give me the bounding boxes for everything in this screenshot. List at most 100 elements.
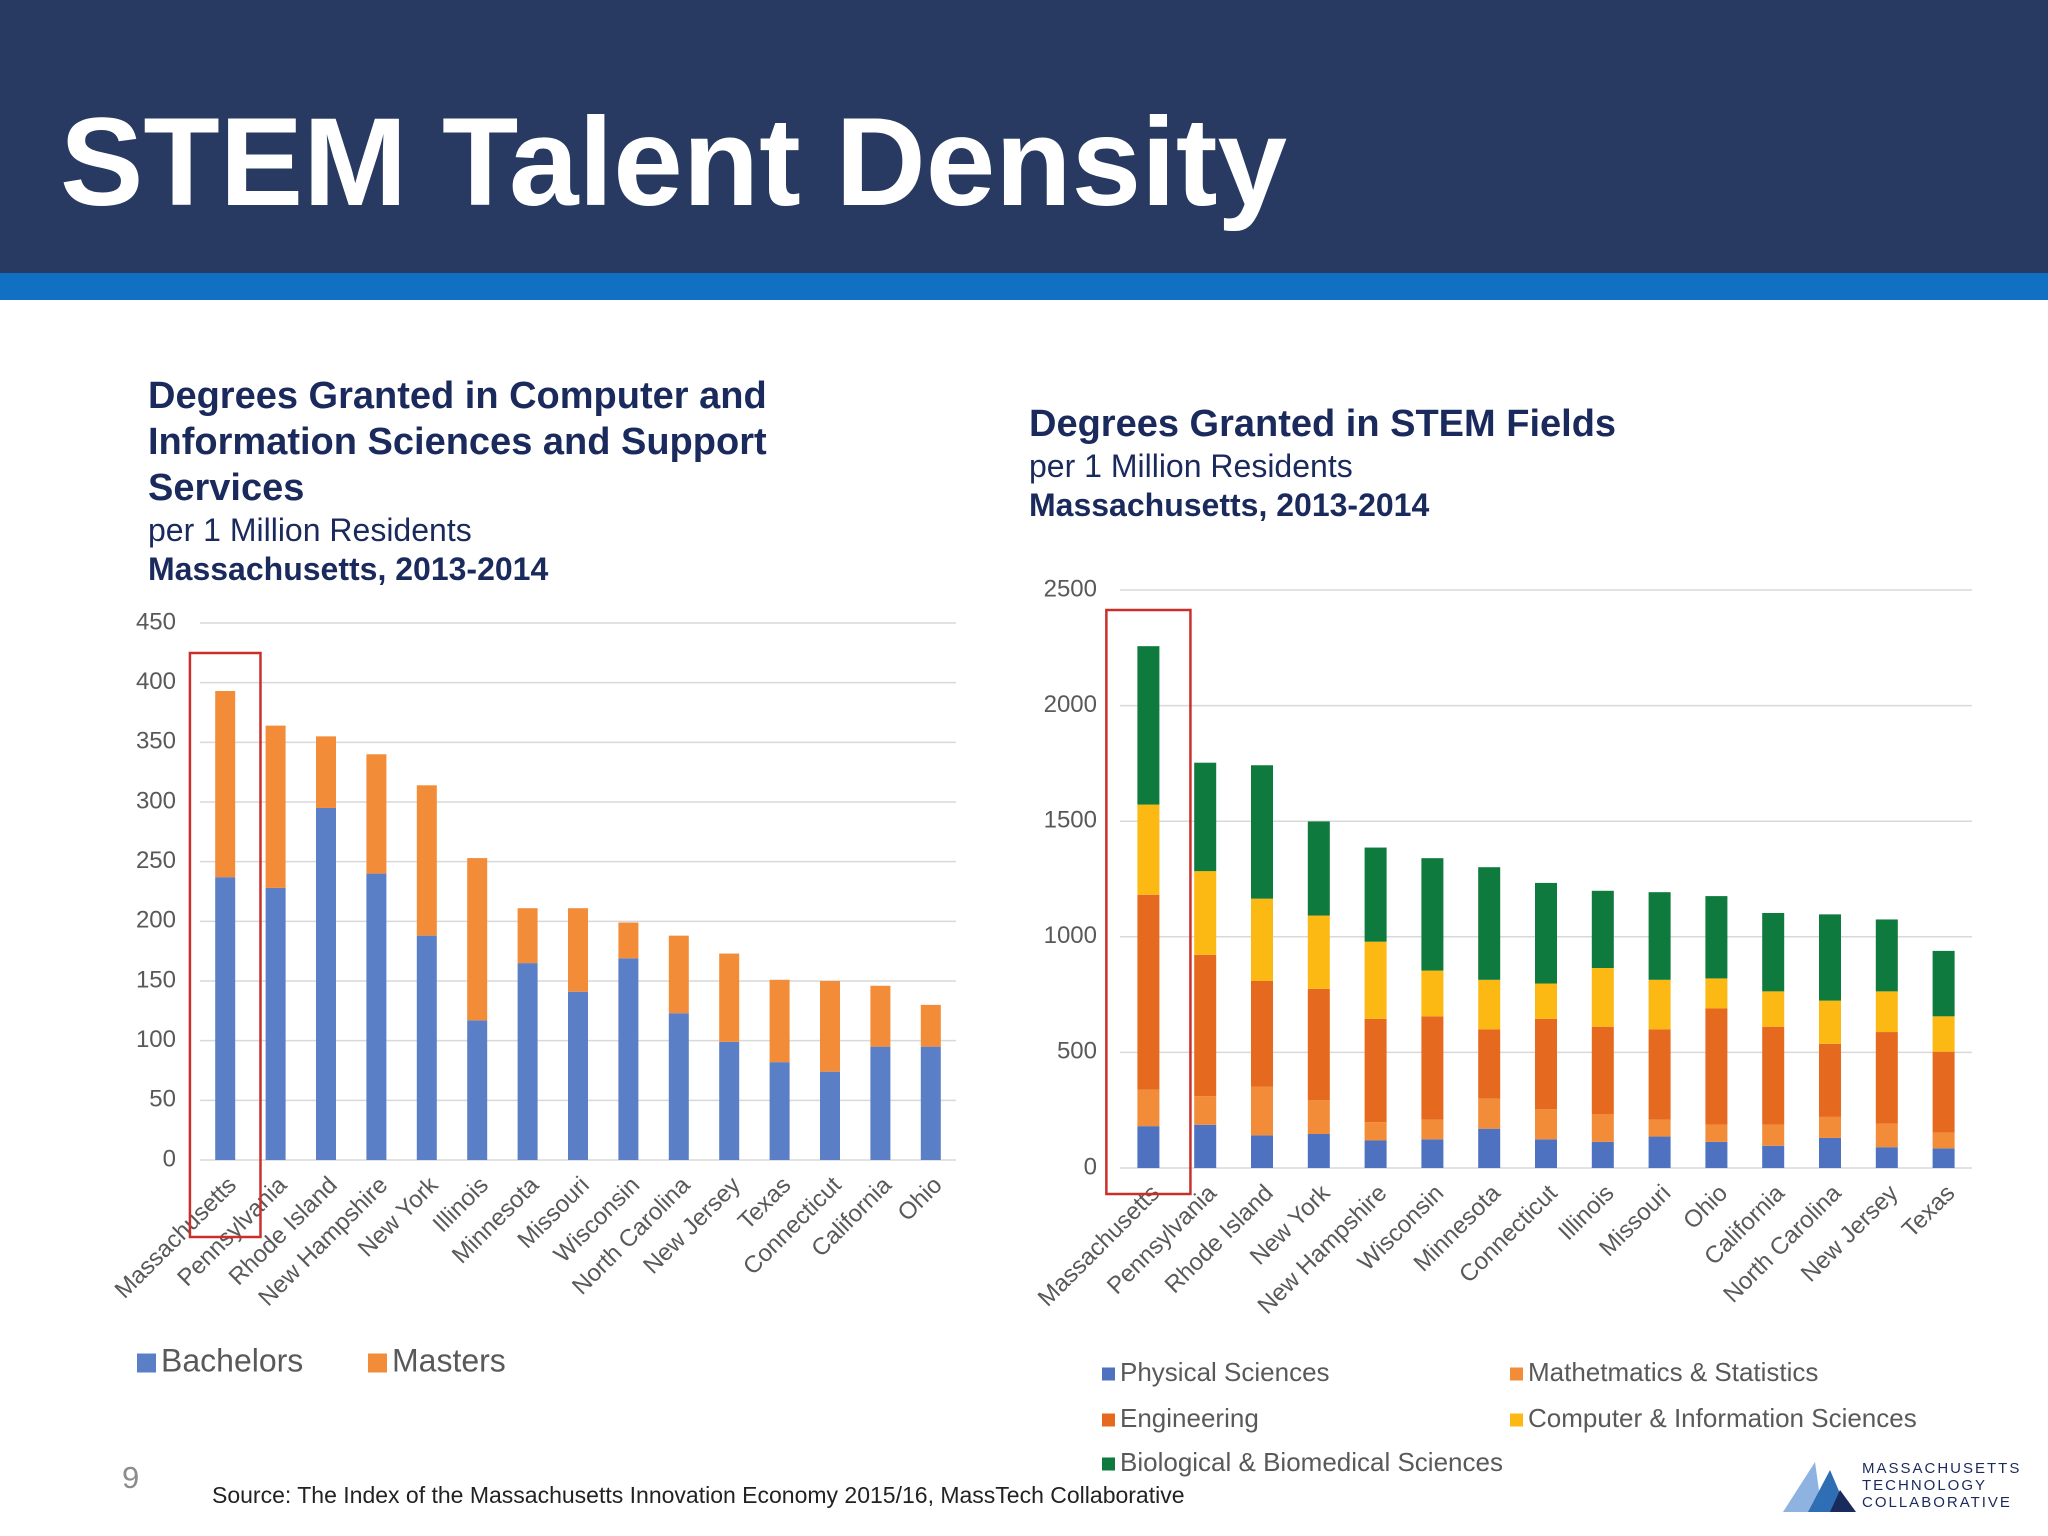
bar-segment (1762, 1145, 1785, 1168)
chart-caption: Massachusetts, 2013-2014 (1029, 487, 1430, 523)
bar-segment (769, 979, 790, 1063)
bar-segment (1932, 1148, 1955, 1168)
y-tick-label: 0 (163, 1145, 176, 1172)
bar-segment (1648, 1119, 1671, 1137)
bar-segment (1762, 991, 1785, 1027)
bar-segment (1421, 858, 1444, 971)
bar-segment (467, 858, 488, 1021)
y-tick-label: 100 (136, 1026, 176, 1053)
logo-line: COLLABORATIVE (1862, 1494, 2012, 1511)
bar-segment (568, 908, 588, 992)
bar-segment (870, 985, 891, 1047)
bar-segment (820, 981, 840, 1072)
logo-shape (1783, 1462, 1822, 1512)
bar-segment (1364, 847, 1387, 942)
bar-segment (1591, 890, 1614, 969)
x-tick-label: Ohio (893, 1172, 948, 1227)
bar-segment (1648, 1136, 1671, 1168)
bar-segment (618, 958, 639, 1160)
bar-segment (1194, 871, 1217, 955)
y-tick-label: 400 (136, 668, 176, 695)
bar-segment (1251, 898, 1273, 981)
bar-segment (1591, 1026, 1614, 1115)
y-tick-label: 150 (136, 966, 176, 993)
bar-segment (1478, 1029, 1501, 1099)
bar-segment (1535, 1018, 1557, 1110)
bar-segment (1364, 1140, 1387, 1168)
bar-segment (316, 736, 336, 808)
bar-segment (1875, 1032, 1898, 1124)
bar-segment (1364, 1122, 1387, 1141)
page-number: 9 (122, 1460, 140, 1495)
bar-segment (1478, 979, 1501, 1030)
logo-text: MASSACHUSETTS TECHNOLOGY COLLABORATIVE (1862, 1460, 2021, 1511)
bar-segment (265, 725, 286, 888)
bar-segment (1535, 1109, 1557, 1140)
legend-swatch (1510, 1367, 1523, 1381)
bar-segment (1875, 1123, 1898, 1148)
chart-subtitle: per 1 Million Residents (1029, 448, 1353, 484)
bar-segment (668, 1013, 689, 1160)
y-tick-label: 0 (1084, 1153, 1097, 1180)
bar-segment (668, 935, 689, 1014)
bar-segment (517, 908, 538, 964)
highlight-box (1105, 608, 1192, 1196)
bar-segment (366, 873, 387, 1160)
bar-segment (1648, 1029, 1671, 1120)
chart-title: Degrees Granted in Computer and Informat… (148, 375, 767, 509)
legend-label: Bachelors (161, 1342, 303, 1378)
y-tick-label: 250 (136, 847, 176, 874)
bar-segment (215, 691, 236, 878)
bar-segment (1137, 894, 1160, 1090)
bar-segment (1307, 915, 1330, 989)
bar-segment (1137, 1089, 1160, 1127)
legend-label: Computer & Information Sciences (1528, 1403, 1917, 1433)
chart-title: Degrees Granted in STEM Fields (1029, 403, 1617, 445)
bar-segment (920, 1046, 941, 1160)
y-tick-label: 350 (136, 728, 176, 755)
bar-segment (1137, 1126, 1160, 1168)
bar-segment (265, 887, 286, 1160)
header-band (0, 0, 2048, 273)
bar-segment (1819, 1116, 1841, 1138)
legend-swatch (368, 1353, 387, 1373)
y-tick-label: 500 (1057, 1038, 1097, 1065)
bar-segment (1762, 912, 1785, 992)
bar-segment (1251, 1086, 1273, 1136)
bar-segment (1194, 762, 1217, 872)
bar-segment (1819, 1137, 1841, 1168)
bar-segment (820, 1071, 840, 1160)
bar-segment (1705, 1141, 1728, 1168)
slide-title: STEM Talent Density (60, 93, 1288, 232)
bar-segment (1251, 765, 1273, 899)
y-tick-label: 1000 (1044, 922, 1097, 949)
bar-segment (1307, 821, 1330, 916)
bar-segment (1762, 1124, 1785, 1146)
bar-segment (618, 922, 639, 959)
bar-segment (416, 785, 437, 936)
bar-segment (568, 991, 588, 1160)
highlight-box (188, 651, 262, 1239)
logo-line: TECHNOLOGY (1862, 1477, 1988, 1494)
bar-segment (1875, 991, 1898, 1033)
legend-label: Engineering (1120, 1403, 1259, 1433)
bar-segment (1705, 1008, 1728, 1125)
bar-segment (1705, 1124, 1728, 1142)
bar-segment (1137, 804, 1160, 895)
bar-segment (1819, 914, 1841, 1001)
bar-segment (1194, 954, 1217, 1097)
legend-label: Physical Sciences (1120, 1357, 1330, 1387)
legend-swatch (1102, 1367, 1115, 1381)
y-tick-label: 200 (136, 907, 176, 934)
bar-segment (366, 754, 387, 874)
bar-segment (1535, 882, 1557, 984)
bar-segment (870, 1046, 891, 1160)
bar-segment (1875, 1147, 1898, 1168)
bar-segment (1478, 867, 1501, 980)
legend-swatch (137, 1353, 156, 1373)
bar-segment (517, 963, 538, 1160)
legend-swatch (1102, 1413, 1115, 1427)
y-tick-label: 2000 (1044, 691, 1097, 718)
